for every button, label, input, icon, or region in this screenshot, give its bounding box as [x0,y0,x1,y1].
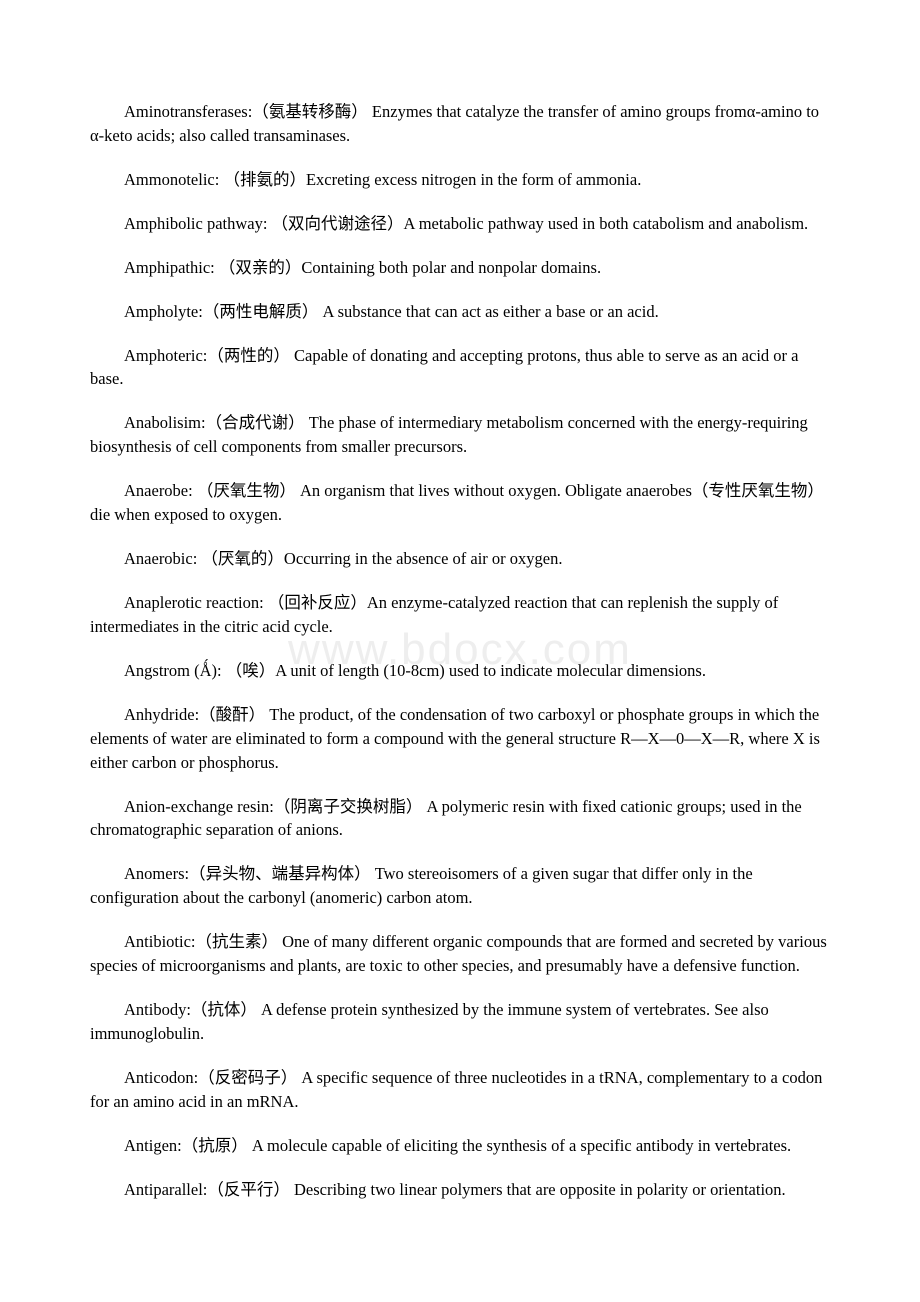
glossary-entry: Ampholyte:（两性电解质） A substance that can a… [90,300,830,324]
glossary-entry: Antigen:（抗原） A molecule capable of elici… [90,1134,830,1158]
glossary-entry: Anticodon:（反密码子） A specific sequence of … [90,1066,830,1114]
glossary-entry: Amphoteric:（两性的） Capable of donating and… [90,344,830,392]
glossary-entry: Anhydride:（酸酐） The product, of the conde… [90,703,830,775]
glossary-entry: Anaplerotic reaction: （回补反应）An enzyme-ca… [90,591,830,639]
glossary-entry: Anaerobe: （厌氧生物） An organism that lives … [90,479,830,527]
glossary-entry: Anaerobic: （厌氧的）Occurring in the absence… [90,547,830,571]
glossary-entry: Anabolisim:（合成代谢） The phase of intermedi… [90,411,830,459]
glossary-entry: Anomers:（异头物、端基异构体） Two stereoisomers of… [90,862,830,910]
document-body: Aminotransferases:（氨基转移酶） Enzymes that c… [90,100,830,1202]
glossary-entry: Aminotransferases:（氨基转移酶） Enzymes that c… [90,100,830,148]
glossary-entry: Antiparallel:（反平行） Describing two linear… [90,1178,830,1202]
glossary-entry: Ammonotelic: （排氨的）Excreting excess nitro… [90,168,830,192]
glossary-entry: Antibody:（抗体） A defense protein synthesi… [90,998,830,1046]
glossary-entry: Amphipathic: （双亲的）Containing both polar … [90,256,830,280]
glossary-entry: Angstrom (Ǻ): （唉）A unit of length (10-8c… [90,659,830,683]
glossary-entry: Antibiotic:（抗生素） One of many different o… [90,930,830,978]
glossary-entry: Anion-exchange resin:（阴离子交换树脂） A polymer… [90,795,830,843]
glossary-entry: Amphibolic pathway: （双向代谢途径）A metabolic … [90,212,830,236]
